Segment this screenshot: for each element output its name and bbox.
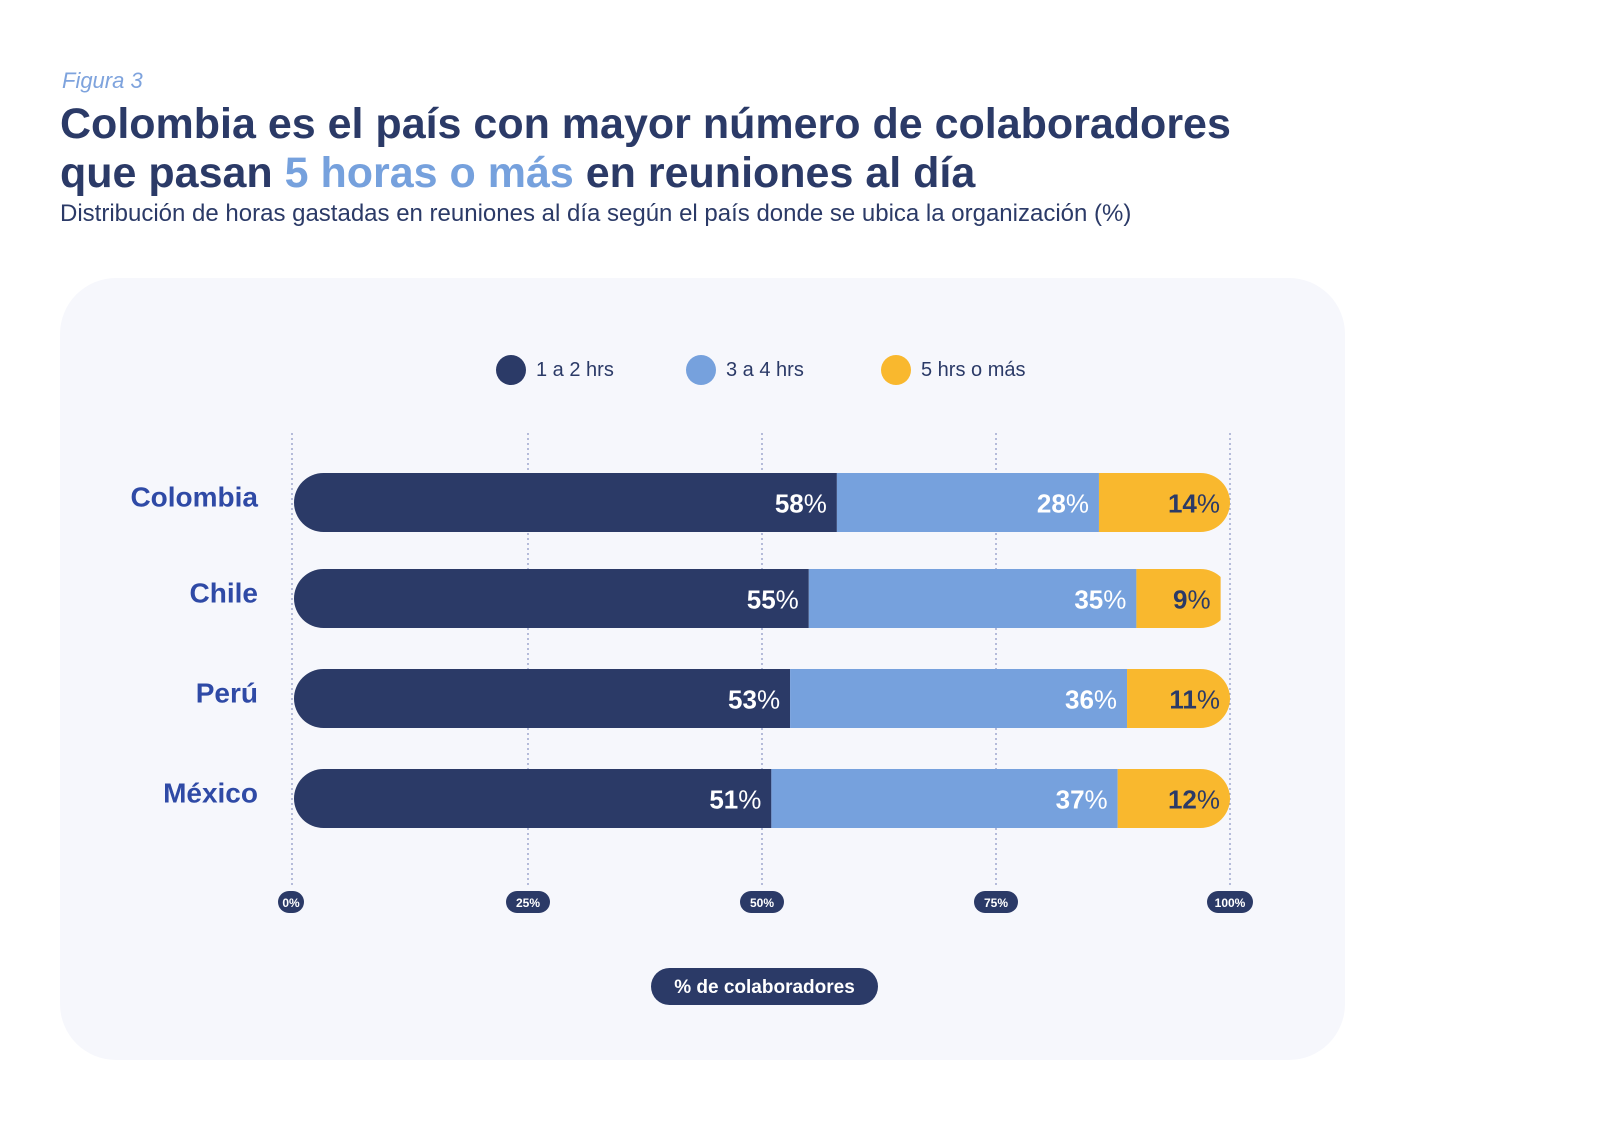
legend-swatch-series-1 [496,355,526,385]
chart-subtitle: Distribución de horas gastadas en reunio… [60,200,1132,227]
category-label-México: México [163,778,258,809]
data-label-Chile-series-1: 55% [747,585,799,615]
category-label-Chile: Chile [190,578,258,609]
xaxis-title-pill [651,968,878,1005]
data-label-México-series-3: 12% [1168,785,1220,815]
bar-Colombia-series-1 [294,473,837,532]
tick-pill-100 [1207,891,1253,913]
legend-label-series-2: 3 a 4 hrs [726,358,804,381]
bar-Chile-series-1 [294,569,809,628]
bar-México-series-2 [771,769,1118,828]
data-label-Colombia-series-1: 58% [775,489,827,519]
chart-title: Colombia es el país con mayor número de … [60,100,1460,198]
xaxis-title: % de colaboradores [674,977,855,998]
legend-item-series-3: 5 hrs o más [881,355,1025,385]
title-line-2-end: en reuniones al día [573,149,976,197]
legend-label-series-3: 5 hrs o más [921,358,1026,381]
legend-label-series-1: 1 a 2 hrs [536,358,614,381]
tick-pill-0 [278,891,304,913]
legend-item-series-2: 3 a 4 hrs [686,355,804,385]
data-label-México-series-1: 51% [709,785,761,815]
data-label-Chile-series-3: 9% [1173,585,1211,615]
data-label-Colombia-series-2: 28% [1037,489,1089,519]
title-line-2-start: que pasan [60,149,285,197]
legend-swatch-series-2 [686,355,716,385]
bar-Perú-series-2 [790,669,1128,728]
data-label-Colombia-series-3: 14% [1168,489,1220,519]
bar-Colombia-series-3 [1098,473,1230,532]
bar-Colombia-series-2 [836,473,1099,532]
bar-row-3 [294,769,1230,828]
bar-Perú-series-3 [1127,669,1230,728]
tick-pill-75 [974,891,1018,913]
tick-label-0: 0% [282,896,300,910]
tick-pill-25 [506,891,550,913]
bar-row-2 [294,669,1230,728]
tick-label-50: 50% [750,896,774,910]
category-label-Perú: Perú [196,678,258,709]
category-label-Colombia: Colombia [130,482,258,513]
tick-label-100: 100% [1215,896,1246,910]
data-label-Perú-series-1: 53% [728,685,780,715]
bar-Chile-series-2 [808,569,1137,628]
legend-swatch-series-3 [881,355,911,385]
legend-item-series-1: 1 a 2 hrs [496,355,614,385]
data-label-Perú-series-3: 11% [1169,685,1220,715]
tick-label-25: 25% [516,896,540,910]
bar-row-0 [294,473,1230,532]
tick-pill-50 [740,891,784,913]
bar-Perú-series-1 [294,669,791,728]
title-highlight: 5 horas o más [284,149,574,197]
bar-México-series-1 [294,769,772,828]
figure-label: Figura 3 [62,68,143,93]
data-label-Chile-series-2: 35% [1074,585,1126,615]
data-label-México-series-2: 37% [1056,785,1108,815]
bar-row-1 [294,569,1221,628]
tick-label-75: 75% [984,896,1008,910]
bar-Chile-series-3 [1136,569,1221,628]
data-label-Perú-series-2: 36% [1065,685,1117,715]
bar-México-series-3 [1117,769,1230,828]
title-line-1: Colombia es el país con mayor número de … [60,100,1231,148]
